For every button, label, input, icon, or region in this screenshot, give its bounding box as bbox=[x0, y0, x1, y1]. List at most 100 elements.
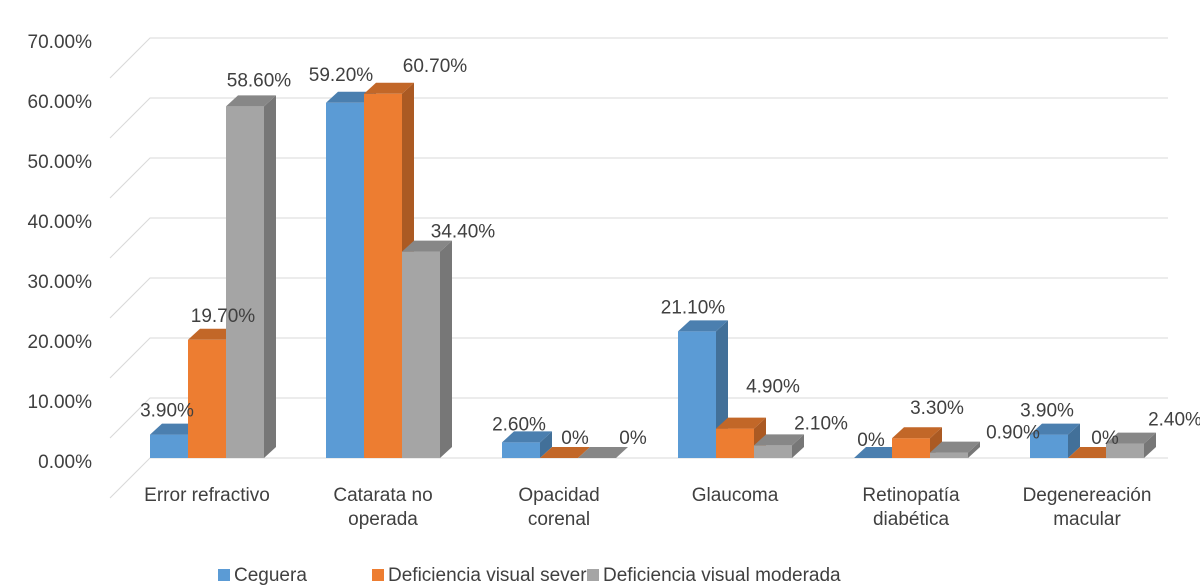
bar-side bbox=[1068, 423, 1080, 458]
data-labels: 3.90% 19.70% 58.60% 59.20% 60.70% 34.40% 2.60%… bbox=[140, 56, 1200, 451]
bar bbox=[578, 447, 628, 458]
bar-front bbox=[892, 438, 930, 458]
gridline bbox=[109, 217, 1168, 259]
bar-top bbox=[364, 82, 414, 94]
data-label: 0% bbox=[857, 430, 885, 451]
bar bbox=[1068, 447, 1118, 458]
category-label: Degenereación bbox=[1023, 485, 1152, 506]
y-tick-label: 30.00% bbox=[28, 272, 93, 293]
data-label: 3.30% bbox=[910, 398, 964, 419]
category-label: operada bbox=[348, 509, 418, 530]
bar bbox=[540, 447, 590, 458]
y-tick-label: 60.00% bbox=[28, 92, 93, 113]
gridline bbox=[109, 277, 1168, 319]
data-label: 21.10% bbox=[661, 297, 726, 318]
bar-front bbox=[1030, 434, 1068, 458]
legend-label: Ceguera bbox=[234, 565, 307, 586]
y-tick-label: 10.00% bbox=[28, 392, 93, 413]
data-label: 60.70% bbox=[403, 56, 468, 77]
gridline bbox=[109, 37, 1168, 79]
bar-top bbox=[226, 95, 276, 107]
bar-side bbox=[792, 434, 804, 458]
bar-front bbox=[226, 106, 264, 459]
bar-top bbox=[188, 328, 238, 340]
bar bbox=[402, 240, 452, 458]
bar-top bbox=[678, 320, 728, 332]
bar-top bbox=[1068, 447, 1118, 458]
bar-side bbox=[264, 95, 276, 459]
data-label: 4.90% bbox=[746, 377, 800, 398]
category-label: macular bbox=[1053, 509, 1121, 530]
bar-side bbox=[540, 431, 552, 458]
y-tick-label: 70.00% bbox=[28, 32, 93, 53]
bar bbox=[754, 434, 804, 458]
bar-top bbox=[150, 423, 200, 435]
y-tick-label: 50.00% bbox=[28, 152, 93, 173]
data-label: 3.90% bbox=[140, 401, 194, 422]
gridline bbox=[109, 397, 1168, 439]
bar-front bbox=[188, 339, 226, 458]
data-label: 0% bbox=[1091, 428, 1119, 449]
y-tick-label: 0.00% bbox=[38, 452, 92, 473]
bar bbox=[502, 431, 552, 458]
data-label: 3.90% bbox=[1020, 401, 1074, 422]
bar-front bbox=[402, 251, 440, 458]
data-label: 2.60% bbox=[492, 414, 546, 435]
bar-front bbox=[930, 452, 968, 458]
legend-swatch bbox=[372, 569, 384, 581]
bar-front bbox=[150, 434, 188, 458]
x-axis-categories: Error refractivo Catarata no operada Opacid… bbox=[144, 485, 1151, 530]
data-label: 0% bbox=[561, 428, 589, 449]
category-label: Error refractivo bbox=[144, 485, 270, 506]
data-label: 19.70% bbox=[191, 306, 256, 327]
bar-side bbox=[968, 441, 980, 458]
category-label: corenal bbox=[528, 509, 590, 530]
bars bbox=[150, 82, 1156, 459]
bar bbox=[1030, 423, 1080, 458]
y-tick-label: 20.00% bbox=[28, 332, 93, 353]
data-label: 0.90% bbox=[986, 423, 1040, 444]
bar-top bbox=[754, 434, 804, 446]
bar-front bbox=[678, 331, 716, 458]
legend-swatch bbox=[587, 569, 599, 581]
category-label: Glaucoma bbox=[692, 485, 779, 506]
bar-front bbox=[502, 442, 540, 458]
bar-top bbox=[1030, 423, 1080, 435]
bar-top bbox=[854, 447, 904, 458]
data-label: 0% bbox=[619, 428, 647, 449]
bar-front bbox=[754, 445, 792, 458]
data-label: 34.40% bbox=[431, 222, 496, 243]
legend-label: Deficiencia visual moderada bbox=[603, 565, 841, 586]
bar bbox=[226, 95, 276, 459]
bar-top bbox=[326, 91, 376, 103]
legend: Ceguera Deficiencia visual severa Deficien… bbox=[218, 565, 841, 586]
category-label: Opacidad bbox=[518, 485, 599, 506]
category-label: Catarata no bbox=[333, 485, 432, 506]
legend-swatch bbox=[218, 569, 230, 581]
bar-front bbox=[1106, 443, 1144, 458]
y-axis-ticks: 0.00% 10.00% 20.00% 30.00% 40.00% 50.00% 60.00… bbox=[28, 32, 93, 473]
bar-top bbox=[502, 431, 552, 443]
bar-top bbox=[402, 240, 452, 252]
data-label: 59.20% bbox=[309, 65, 374, 86]
bar-front bbox=[326, 102, 364, 459]
y-tick-label: 40.00% bbox=[28, 212, 93, 233]
bar bbox=[1106, 432, 1156, 458]
gridline bbox=[109, 97, 1168, 139]
bar-top bbox=[892, 427, 942, 439]
gridlines bbox=[109, 37, 1168, 499]
category-label: diabética bbox=[873, 509, 949, 530]
bar-top bbox=[930, 441, 980, 453]
gridline bbox=[109, 157, 1168, 199]
gridline bbox=[109, 337, 1168, 379]
bar-side bbox=[440, 240, 452, 458]
bar-side bbox=[1144, 432, 1156, 458]
bar-top bbox=[578, 447, 628, 458]
category-label: Retinopatía bbox=[862, 485, 960, 506]
bar-top bbox=[716, 417, 766, 429]
bar-top bbox=[1106, 432, 1156, 444]
legend-label: Deficiencia visual severa bbox=[388, 565, 598, 586]
bar bbox=[930, 441, 980, 458]
